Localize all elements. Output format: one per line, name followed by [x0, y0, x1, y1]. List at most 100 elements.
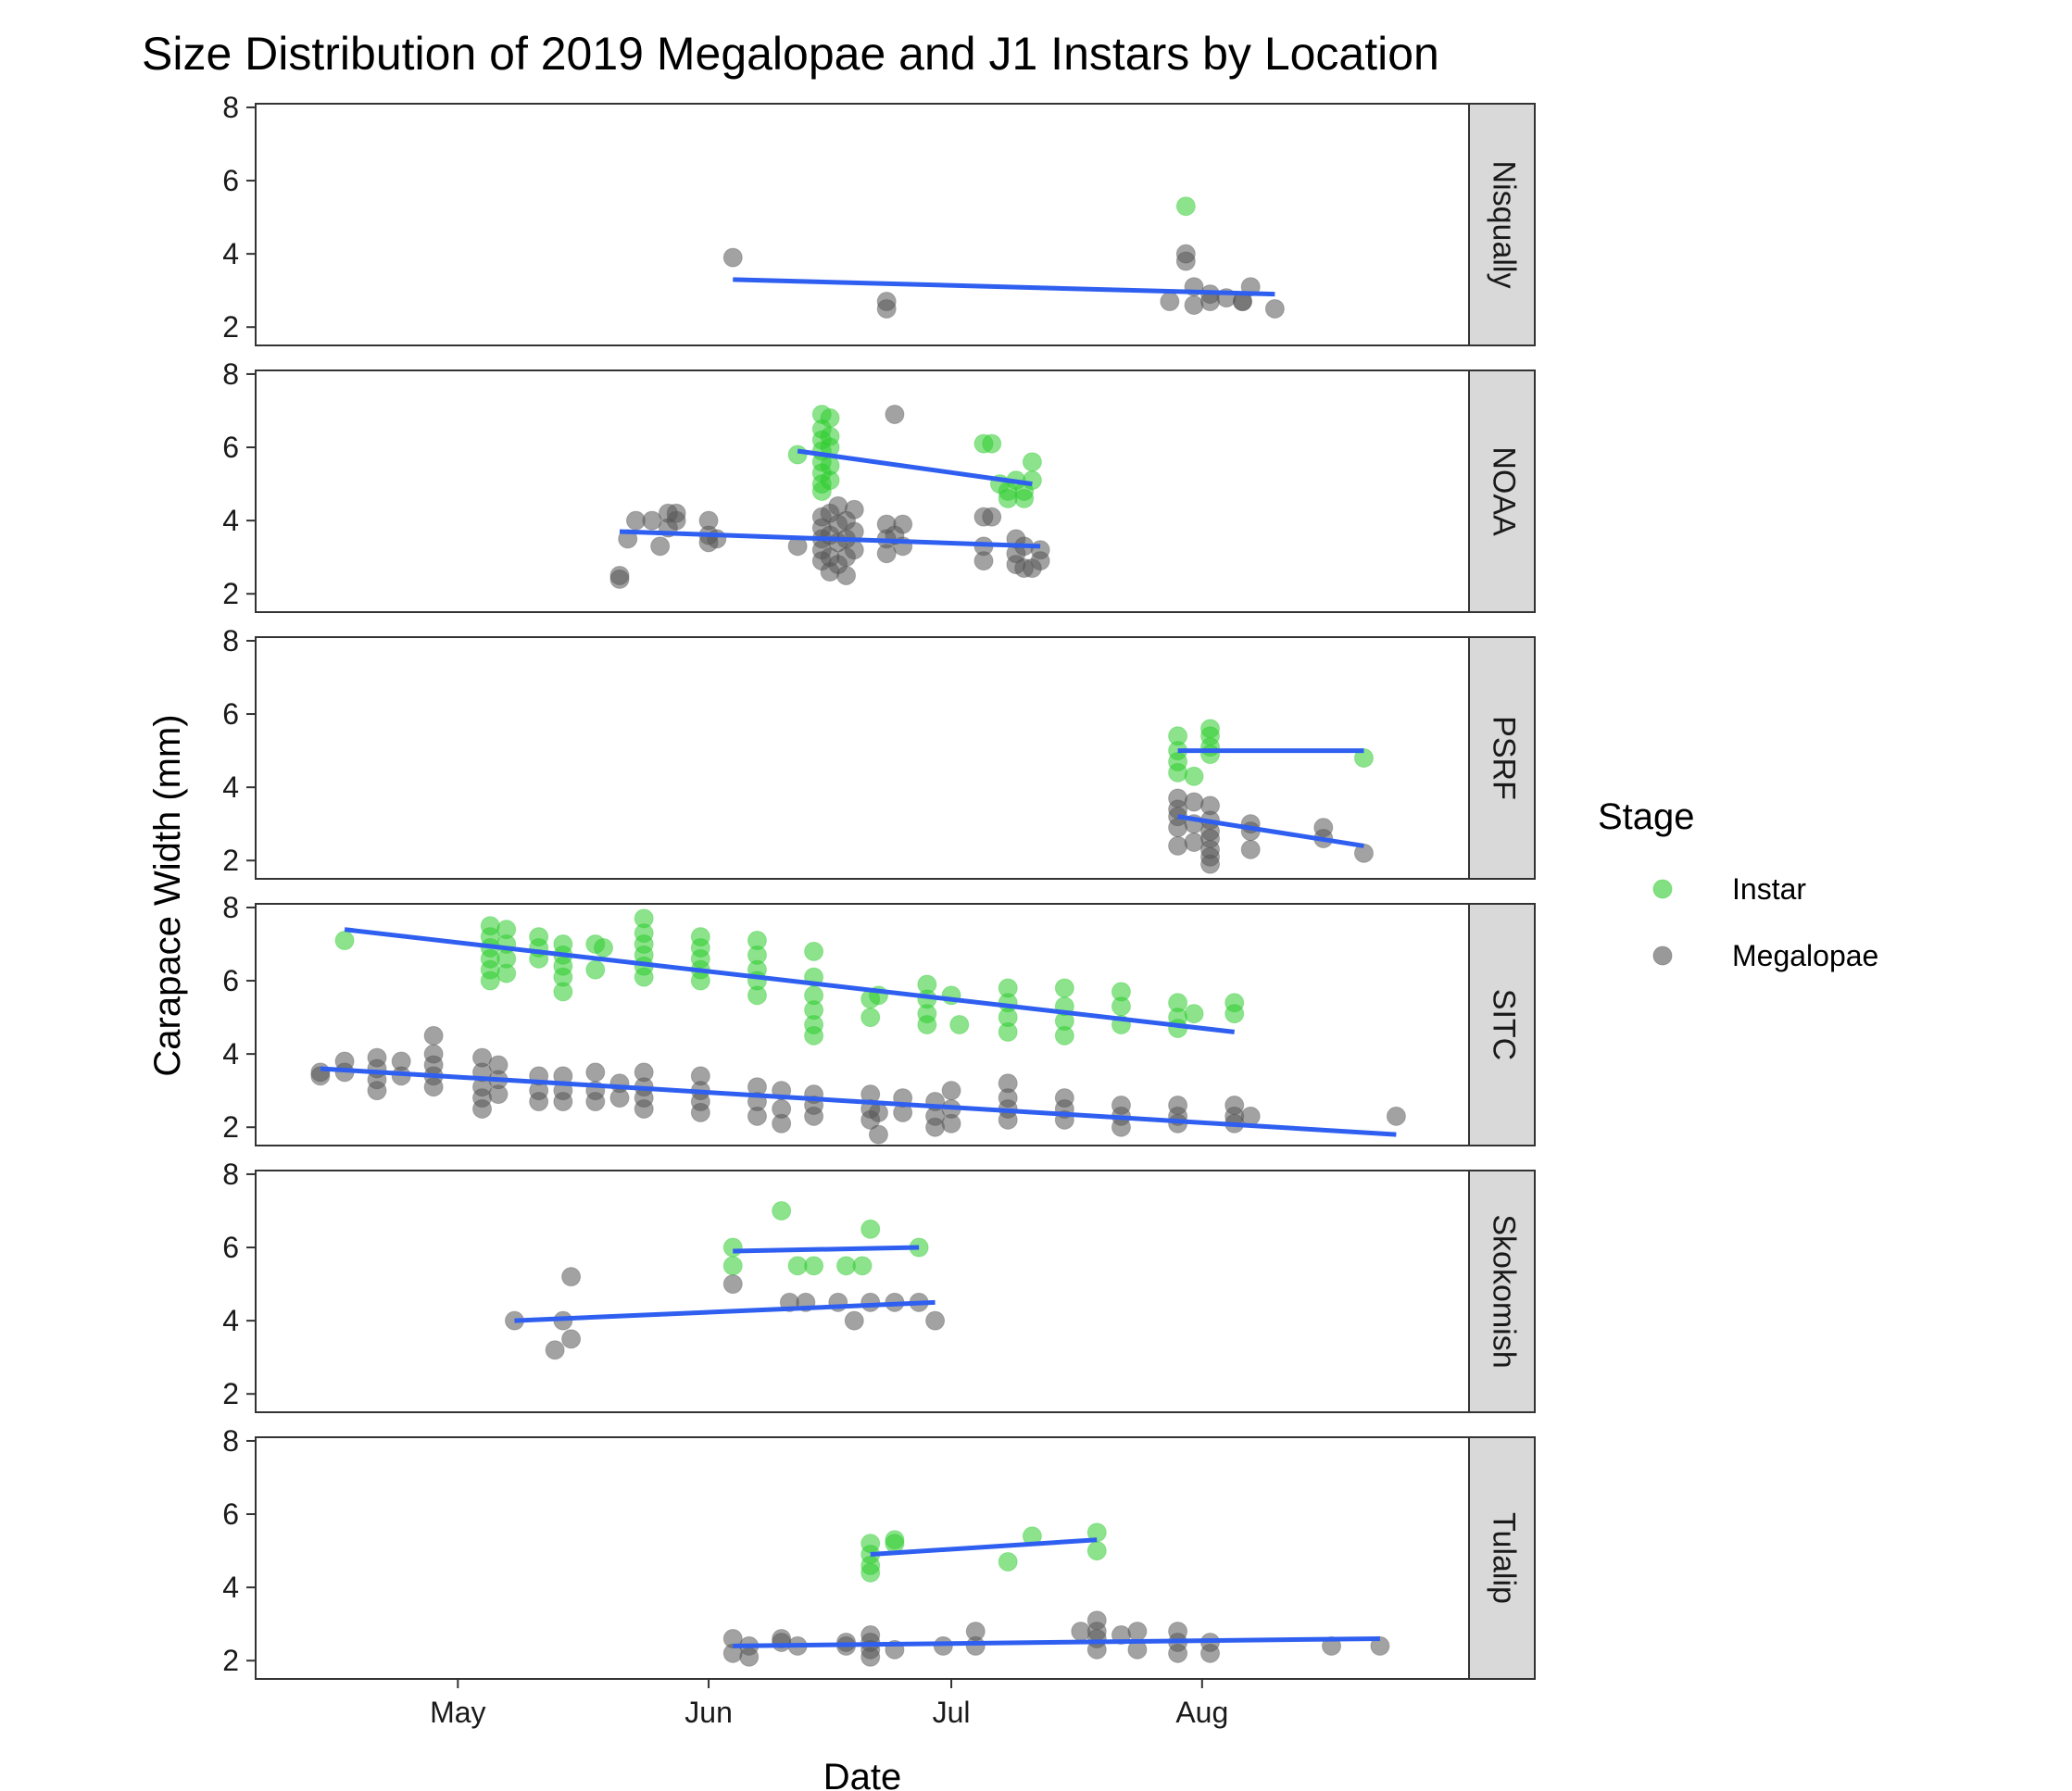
series-instar [860, 1522, 1107, 1583]
chart-title: Size Distribution of 2019 Megalopae and … [142, 28, 1439, 80]
facet-label-skokomish: Skokomish [1487, 1214, 1522, 1368]
panel-area [256, 104, 1469, 345]
panel-nisqually: 2 4 6 8 Nisqually [222, 91, 1536, 346]
point-instar [772, 1201, 792, 1221]
trend-line-megalopae [733, 1636, 1380, 1648]
facet-strip [1468, 1170, 1536, 1413]
point-instar [1224, 1004, 1245, 1024]
panel-area [256, 1171, 1469, 1412]
point-instar [747, 985, 767, 1006]
point-megalopae [1168, 1643, 1188, 1663]
y-tick-label: 2 [222, 577, 239, 610]
facet-label-psrf: PSRF [1487, 716, 1522, 800]
facet-strip [1468, 369, 1536, 613]
point-megalopae [1200, 292, 1221, 312]
point-megalopae [690, 1102, 710, 1122]
point-megalopae [973, 551, 994, 571]
y-tick-label: 6 [222, 964, 239, 997]
point-instar [722, 1256, 743, 1276]
point-megalopae [488, 1084, 509, 1105]
trend-line-instar [797, 448, 1033, 487]
point-megalopae [876, 298, 897, 319]
x-axis: May Jun Jul Aug [430, 1679, 1228, 1729]
facet-label-tulalip: Tulalip [1487, 1512, 1522, 1604]
point-megalopae [844, 1310, 864, 1331]
point-megalopae [561, 1329, 582, 1349]
point-megalopae [747, 1106, 767, 1126]
legend-key-megalopae [1652, 946, 1673, 966]
point-instar [1022, 470, 1042, 491]
point-megalopae [1386, 1106, 1406, 1126]
trend-line-instar [733, 1245, 920, 1254]
point-instar [594, 937, 614, 958]
point-instar [804, 1025, 824, 1046]
x-axis-label: Date [823, 1757, 902, 1791]
trend-line-instar [344, 927, 1236, 1034]
trend-line-megalopae [619, 529, 1041, 549]
point-instar [852, 1256, 873, 1276]
facet-strip [1468, 1436, 1536, 1680]
point-megalopae [1168, 835, 1188, 856]
point-megalopae [1030, 551, 1050, 571]
point-instar [1168, 762, 1188, 783]
point-megalopae [545, 1340, 565, 1360]
point-instar [1054, 1025, 1074, 1046]
point-instar [1111, 996, 1131, 1017]
series-megalopae [310, 1025, 1406, 1145]
point-megalopae [585, 1062, 606, 1083]
y-tick-label: 8 [222, 891, 239, 924]
point-megalopae [423, 1077, 444, 1097]
point-megalopae [876, 544, 897, 564]
point-megalopae [860, 1292, 881, 1312]
y-tick-label: 6 [222, 1497, 239, 1531]
y-tick-label: 6 [222, 164, 239, 197]
point-megalopae [666, 510, 686, 531]
point-megalopae [804, 1106, 824, 1126]
y-tick-label: 2 [222, 1644, 239, 1677]
point-instar [804, 1256, 824, 1276]
y-tick-label: 8 [222, 1158, 239, 1191]
point-megalopae [1168, 818, 1188, 838]
point-megalopae [1127, 1622, 1148, 1642]
point-megalopae [1184, 832, 1204, 852]
point-megalopae [844, 540, 864, 560]
point-megalopae [836, 565, 857, 585]
facet-label-sitc: SITC [1487, 989, 1522, 1060]
point-megalopae [1160, 292, 1180, 312]
facet-label-noaa: NOAA [1487, 446, 1522, 536]
point-megalopae [609, 1088, 630, 1108]
point-megalopae [423, 1025, 444, 1046]
series-instar [1168, 719, 1374, 786]
legend-title: Stage [1598, 796, 1695, 837]
point-instar [1184, 766, 1204, 786]
point-megalopae [529, 1092, 549, 1112]
panel-sitc: 2 4 6 8 SITC [222, 891, 1536, 1146]
point-megalopae [868, 1102, 888, 1122]
point-instar [982, 433, 1002, 454]
y-tick-label: 8 [222, 91, 239, 124]
trend-line-megalopae [733, 277, 1275, 297]
trend-line-megalopae [320, 1066, 1397, 1137]
x-tick-label: Jul [933, 1696, 971, 1729]
y-tick-label: 4 [222, 1037, 239, 1071]
panel-tulalip: 2 4 6 8 Tulalip [222, 1424, 1536, 1680]
point-megalopae [1200, 854, 1221, 874]
y-tick-label: 4 [222, 1571, 239, 1604]
point-instar [998, 1551, 1018, 1572]
point-megalopae [941, 1113, 961, 1133]
point-instar [634, 967, 654, 987]
trend-line-megalopae [514, 1299, 936, 1323]
point-instar [860, 1219, 881, 1239]
y-tick-label: 6 [222, 431, 239, 464]
point-megalopae [650, 536, 671, 557]
y-tick-label: 4 [222, 237, 239, 270]
point-instar [1022, 452, 1042, 472]
point-megalopae [1184, 792, 1204, 812]
y-tick-label: 2 [222, 1377, 239, 1410]
legend-label-megalopae: Megalopae [1732, 939, 1878, 972]
point-instar [496, 963, 517, 983]
point-instar [585, 959, 606, 980]
facet-strip [1468, 103, 1536, 346]
point-instar [820, 470, 840, 491]
point-megalopae [1175, 251, 1196, 271]
